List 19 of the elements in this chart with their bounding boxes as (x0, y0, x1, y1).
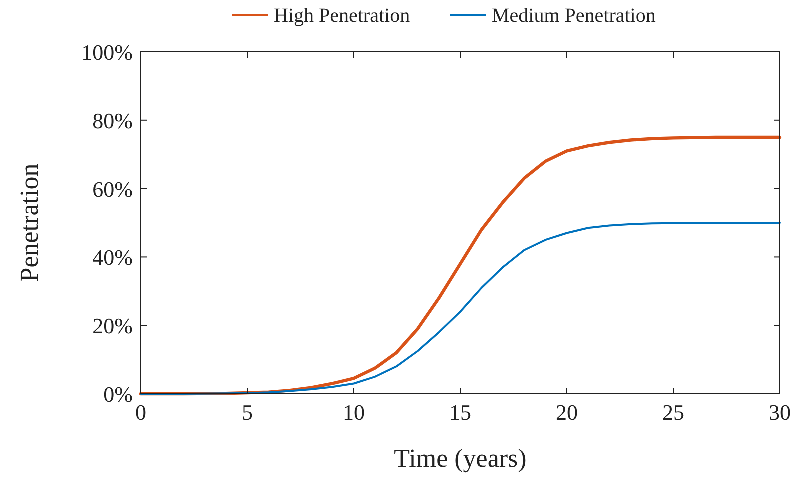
x-tick-label: 30 (769, 400, 791, 425)
line-series (139, 136, 782, 396)
x-tick-label: 5 (242, 400, 253, 425)
y-tick-label: 60% (92, 176, 133, 202)
y-tick-label: 20% (92, 314, 133, 339)
y-tick-label: 100% (82, 40, 133, 65)
y-tick-label: 40% (92, 245, 133, 270)
y-tick-label: 0% (104, 382, 133, 407)
x-tick-label: 20 (556, 400, 578, 425)
x-tick-label: 25 (662, 400, 684, 425)
legend-label: Medium Penetration (492, 5, 656, 27)
legend-label: High Penetration (274, 5, 410, 27)
x-tick-label: 15 (450, 400, 472, 425)
x-axis-title: Time (years) (394, 444, 527, 473)
line-series (140, 222, 781, 395)
y-tick-label: 80% (92, 108, 133, 134)
x-tick-label: 10 (343, 400, 365, 425)
x-tick-label: 0 (136, 400, 146, 425)
y-axis-title: Penetration (15, 164, 44, 282)
